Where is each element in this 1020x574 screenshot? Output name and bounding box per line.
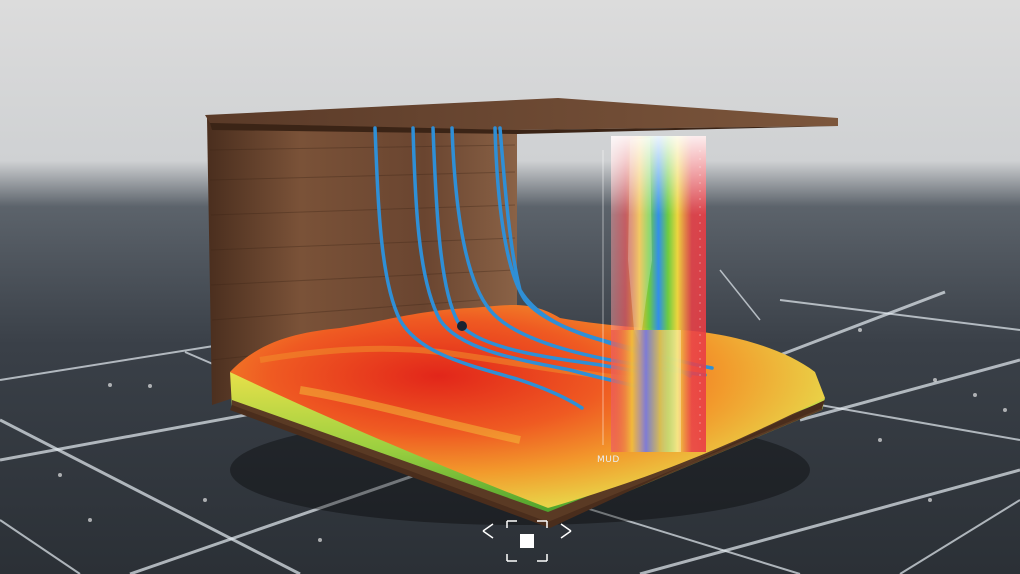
wellbore-3 [431, 126, 657, 377]
rock-top-slab [205, 98, 838, 130]
well-log-panel: MUD [597, 136, 706, 465]
focus-target-icon[interactable] [482, 520, 572, 562]
well-marker [457, 321, 467, 331]
floor-grid [0, 269, 1020, 574]
floor-grid-dots [58, 328, 1007, 542]
log-panel-label: MUD [597, 455, 620, 465]
wellbore-2 [411, 126, 637, 388]
rock-back-wall [207, 113, 517, 405]
wellbore-1 [373, 126, 584, 410]
rock-top-slab-edge [210, 123, 838, 134]
